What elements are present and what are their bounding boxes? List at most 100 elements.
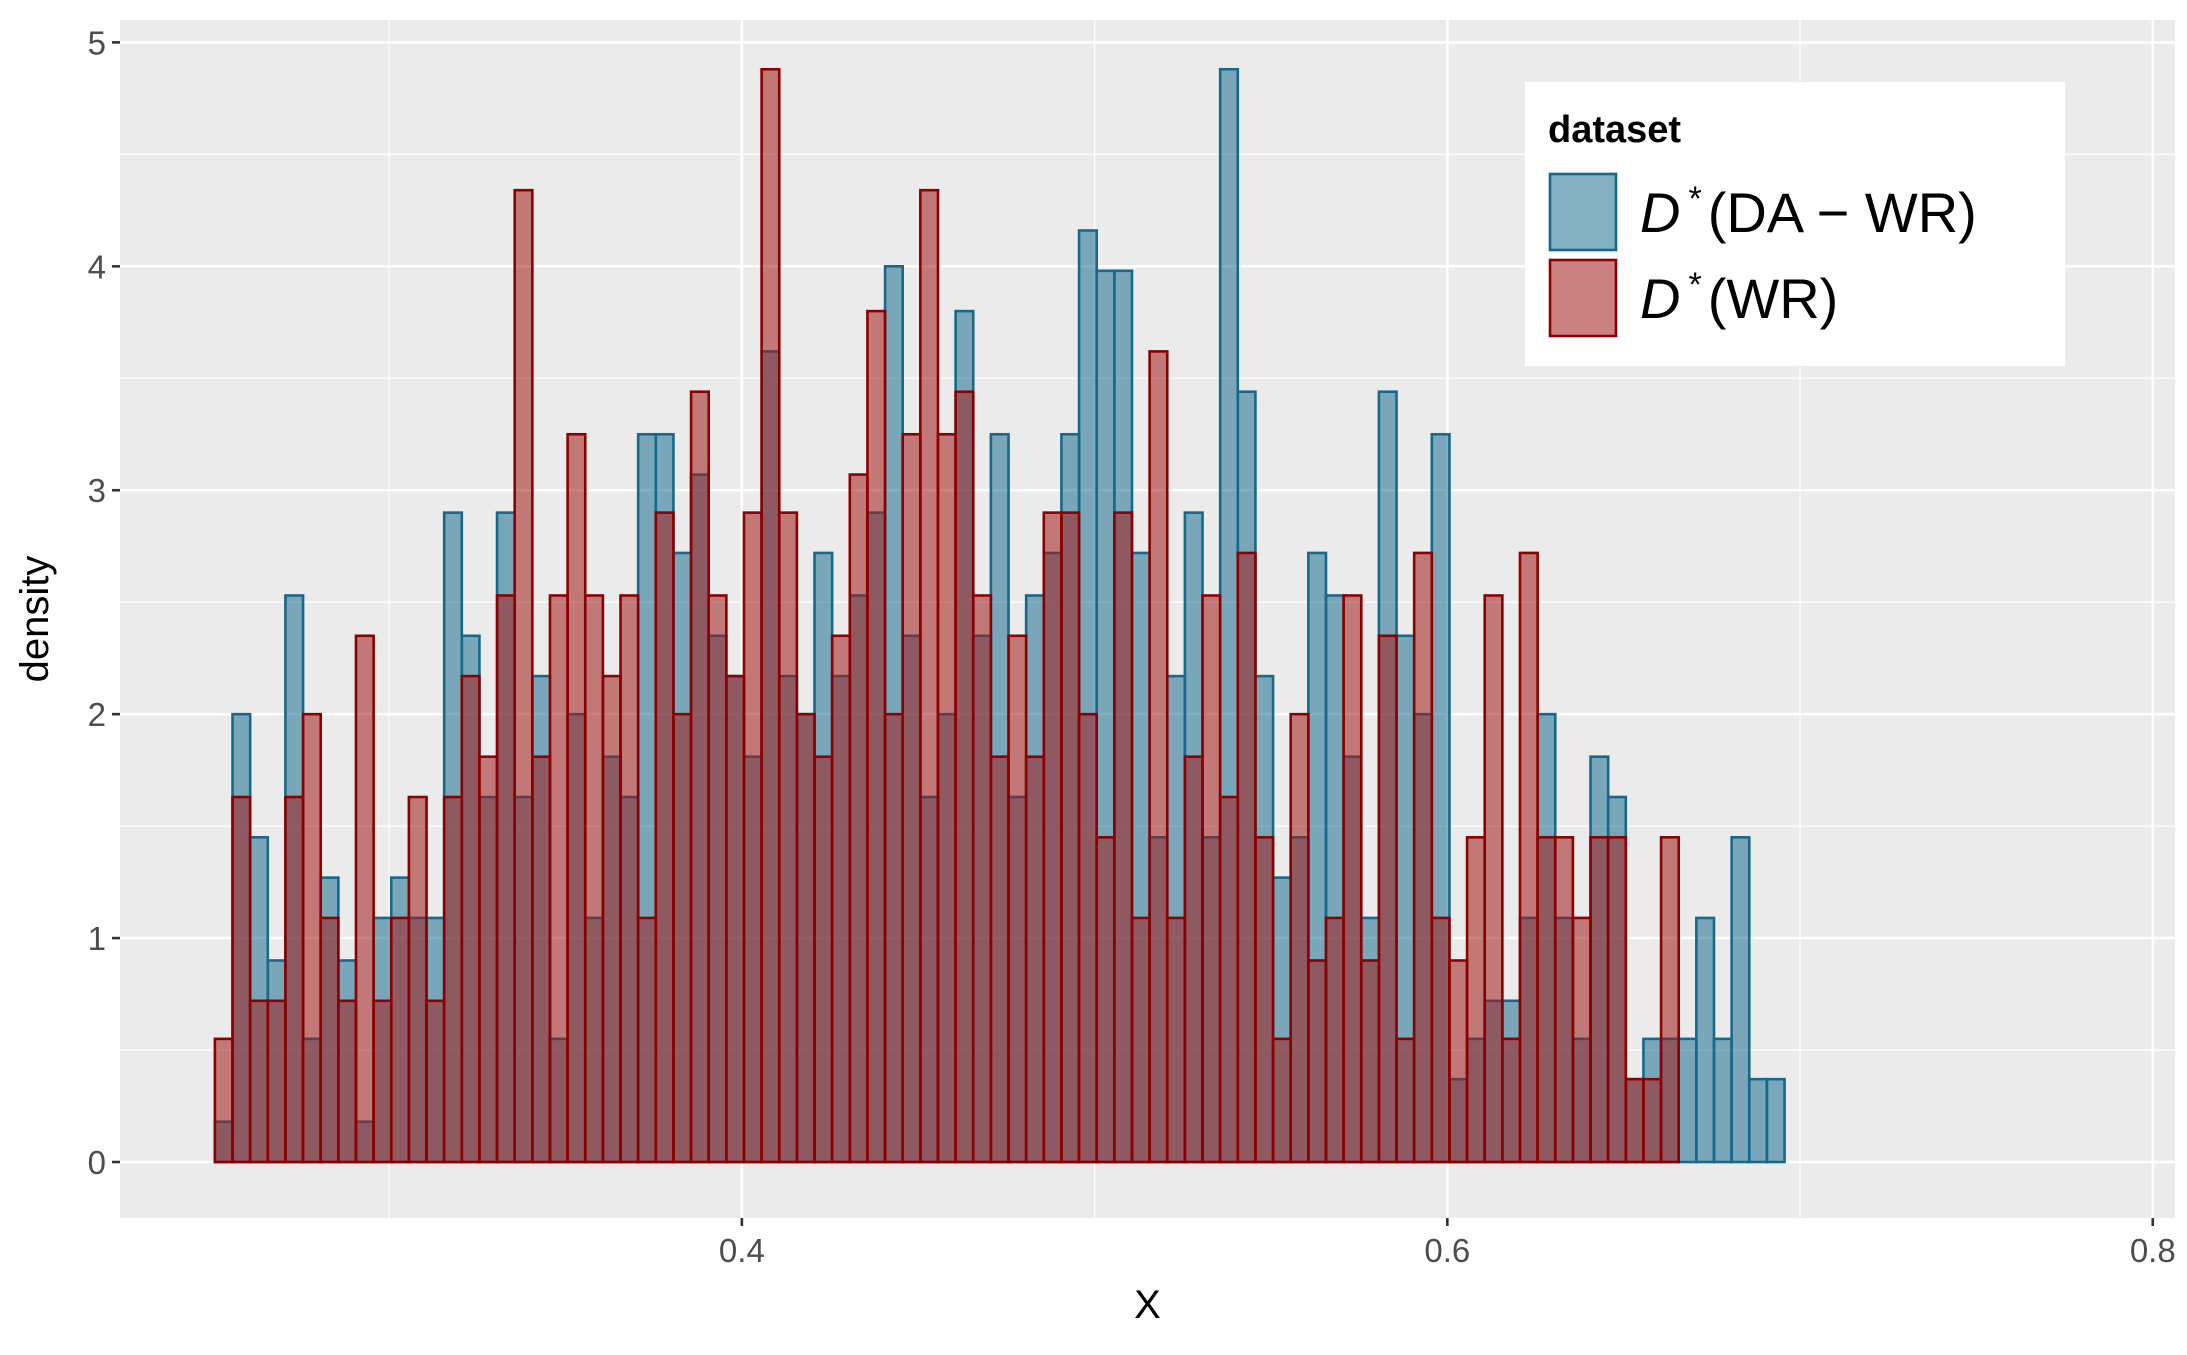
bar-a88 [1747, 1077, 1769, 1164]
bar-b78 [1571, 916, 1592, 1164]
bar-b49 [1060, 511, 1081, 1164]
series-wr [213, 67, 1681, 1164]
bar-b83 [1659, 836, 1681, 1164]
bar-b64 [1324, 916, 1345, 1164]
bar-b75 [1518, 551, 1539, 1164]
bar-b32 [760, 67, 781, 1164]
legend-title: dataset [1548, 109, 1681, 151]
y-axis-title: density [13, 556, 57, 683]
bar-b50 [1077, 712, 1099, 1164]
bar-b39 [883, 712, 905, 1164]
bar-b15 [460, 674, 481, 1164]
bar-b07 [319, 916, 340, 1164]
y-tick-label: 2 [88, 696, 106, 733]
bar-b14 [442, 795, 464, 1164]
bar-b68 [1395, 1037, 1416, 1164]
bar-b22 [583, 594, 605, 1164]
bar-b38 [866, 309, 887, 1164]
bar-b53 [1130, 916, 1151, 1164]
bar-b65 [1342, 594, 1363, 1164]
y-tick-label: 3 [88, 472, 106, 509]
bar-b02 [231, 795, 252, 1164]
legend-key-wr [1548, 258, 1618, 338]
bar-b24 [619, 594, 640, 1164]
bar-b34 [795, 712, 816, 1164]
bar-b36 [830, 634, 852, 1164]
bar-b05 [284, 795, 305, 1164]
bar-b37 [848, 473, 869, 1164]
bar-b74 [1501, 1037, 1522, 1164]
x-tick-label: 0.8 [2130, 1232, 2176, 1269]
bar-b11 [389, 916, 411, 1164]
bar-b63 [1307, 959, 1328, 1164]
y-tick-label: 5 [88, 24, 106, 61]
bar-b76 [1536, 836, 1557, 1164]
bar-b04 [266, 999, 287, 1164]
bar-b33 [777, 511, 799, 1164]
bar-b28 [689, 390, 711, 1164]
bar-b47 [1024, 755, 1046, 1164]
bar-b01 [213, 1037, 234, 1164]
bar-b23 [601, 674, 622, 1164]
bar-b58 [1218, 795, 1240, 1164]
bar-b19 [531, 755, 552, 1164]
bar-b13 [425, 999, 446, 1164]
x-axis-title: X [1134, 1283, 1161, 1327]
bar-b69 [1412, 551, 1434, 1164]
bar-b16 [478, 755, 499, 1164]
bar-b45 [989, 755, 1010, 1164]
bar-b60 [1254, 836, 1275, 1164]
bar-b26 [654, 511, 675, 1164]
bar-b70 [1430, 916, 1451, 1164]
bar-a86 [1712, 1037, 1733, 1164]
bar-a89 [1765, 1077, 1786, 1164]
y-tick-label: 0 [88, 1144, 106, 1181]
bar-b21 [566, 432, 587, 1164]
bar-b51 [1095, 836, 1116, 1164]
bar-b48 [1042, 511, 1063, 1164]
bar-a85 [1695, 916, 1716, 1164]
bar-b79 [1589, 836, 1610, 1164]
bar-b43 [954, 390, 975, 1164]
bar-b18 [513, 188, 534, 1164]
bar-b77 [1553, 836, 1575, 1164]
legend: dataset D * (DA − WR) D * (WR) [1525, 82, 2065, 366]
bar-b82 [1642, 1077, 1663, 1164]
bar-b66 [1359, 959, 1381, 1164]
bar-b73 [1483, 594, 1504, 1164]
bar-b71 [1448, 959, 1469, 1164]
bar-b12 [407, 795, 428, 1164]
bar-b30 [725, 674, 746, 1164]
bar-b72 [1465, 836, 1487, 1164]
bar-b42 [936, 432, 957, 1164]
bar-b56 [1183, 755, 1204, 1164]
bar-b54 [1148, 350, 1169, 1164]
bar-b59 [1236, 551, 1257, 1164]
x-tick-label: 0.6 [1424, 1232, 1470, 1269]
bar-b80 [1606, 836, 1628, 1164]
bar-b25 [636, 916, 658, 1164]
bar-b67 [1377, 634, 1398, 1164]
bar-a87 [1730, 836, 1751, 1164]
bar-b55 [1165, 916, 1187, 1164]
legend-label-da-wr: D * (DA − WR) [1640, 180, 1977, 244]
bar-b41 [919, 188, 940, 1164]
legend-label-wr: D * (WR) [1640, 266, 1838, 330]
bar-b20 [548, 594, 569, 1164]
bar-b52 [1113, 511, 1134, 1164]
bar-b27 [672, 712, 693, 1164]
bar-b08 [337, 999, 358, 1164]
bar-b09 [354, 634, 375, 1164]
bar-b10 [372, 999, 393, 1164]
bar-b62 [1289, 712, 1310, 1164]
bar-b57 [1201, 594, 1222, 1164]
bar-b46 [1007, 634, 1028, 1164]
bars [213, 67, 1786, 1164]
y-tick-label: 4 [88, 248, 106, 285]
bar-a84 [1677, 1037, 1698, 1164]
bar-b44 [971, 594, 993, 1164]
bar-b03 [248, 999, 270, 1164]
bar-b31 [742, 511, 763, 1164]
